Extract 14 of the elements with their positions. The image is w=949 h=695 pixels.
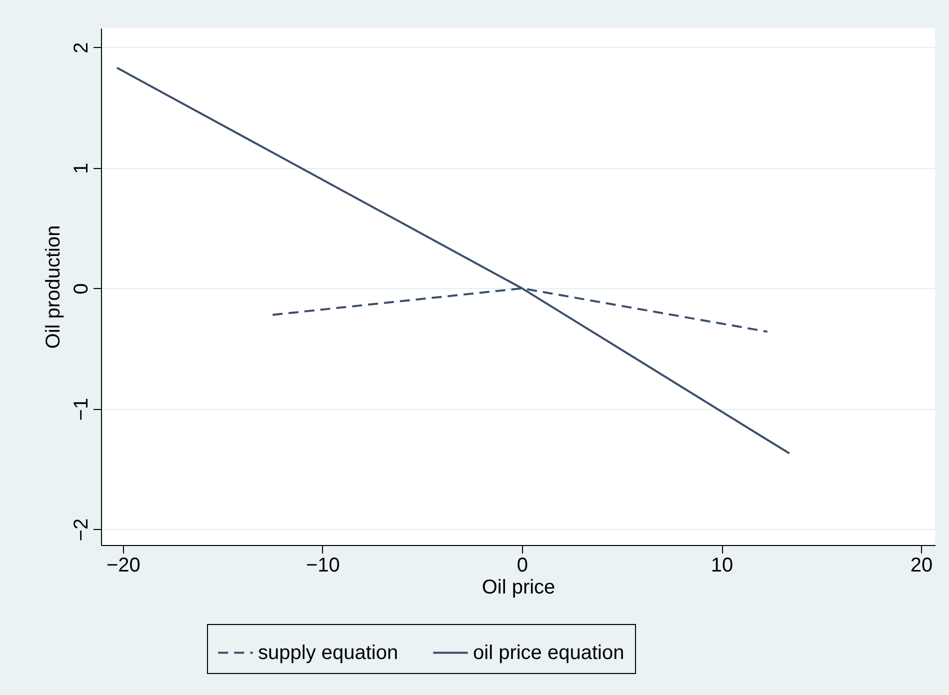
y-tick-label: 2 — [70, 42, 92, 54]
y-tick-label: −2 — [70, 518, 92, 542]
x-tick-label: −20 — [106, 554, 140, 576]
x-axis-title: Oil price — [482, 576, 556, 598]
x-tick-label: 10 — [710, 554, 734, 576]
y-axis-title: Oil production — [42, 225, 64, 349]
y-tick-label: 1 — [70, 162, 92, 174]
x-tick-label: 0 — [516, 554, 528, 576]
x-tick-label: −10 — [306, 554, 340, 576]
y-tick-label: −1 — [70, 398, 92, 421]
x-tick-label: 20 — [910, 554, 933, 576]
y-tick-label: 0 — [70, 283, 92, 294]
legend-label: supply equation — [258, 642, 398, 664]
legend-label: oil price equation — [473, 642, 624, 664]
